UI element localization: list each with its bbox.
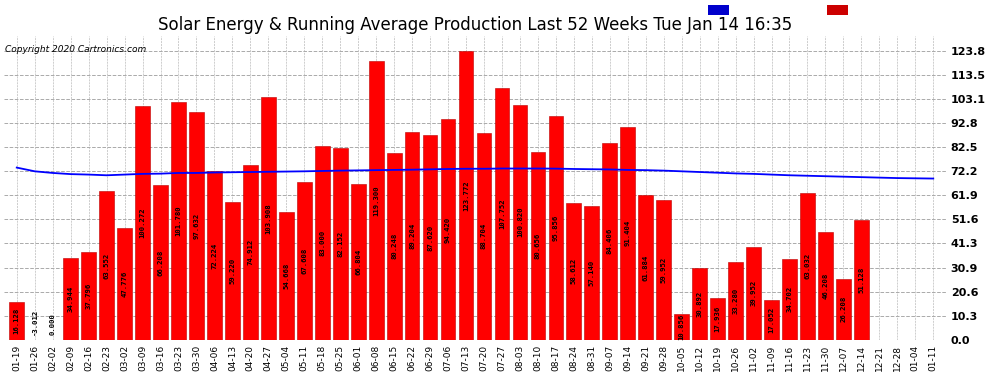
Bar (315, 146, 330, 340)
Text: 89.204: 89.204 (409, 223, 415, 249)
Text: 30.892: 30.892 (697, 291, 703, 317)
Text: 16.128: 16.128 (14, 308, 20, 334)
Bar (621, 126, 636, 340)
Text: 0.000: 0.000 (50, 313, 55, 335)
Text: 100.272: 100.272 (140, 207, 146, 238)
Bar (729, 262, 742, 340)
Text: 59.220: 59.220 (230, 258, 236, 284)
Bar (513, 105, 528, 340)
Text: 51.128: 51.128 (858, 267, 864, 293)
Text: 58.612: 58.612 (571, 258, 577, 285)
Text: 47.776: 47.776 (122, 271, 128, 297)
Text: 63.032: 63.032 (805, 253, 811, 279)
Text: 95.856: 95.856 (552, 215, 559, 241)
Bar (495, 88, 509, 340)
Text: 101.780: 101.780 (175, 206, 181, 236)
Text: 67.608: 67.608 (301, 248, 307, 274)
Text: 72.224: 72.224 (212, 242, 218, 268)
Text: 37.796: 37.796 (85, 282, 92, 309)
Text: 103.908: 103.908 (265, 203, 271, 234)
Text: 74.912: 74.912 (248, 239, 253, 266)
Text: 17.052: 17.052 (768, 307, 774, 333)
Text: 61.884: 61.884 (643, 254, 648, 280)
Text: 26.208: 26.208 (841, 296, 846, 322)
Bar (9, 302, 24, 340)
Text: 119.300: 119.300 (373, 185, 379, 216)
Bar (639, 195, 653, 340)
Text: 91.404: 91.404 (625, 220, 631, 246)
Text: 107.752: 107.752 (499, 199, 505, 230)
Bar (818, 232, 833, 340)
Text: -3.012: -3.012 (32, 309, 38, 335)
Text: 57.140: 57.140 (589, 260, 595, 286)
Bar (225, 202, 240, 340)
Text: 34.702: 34.702 (786, 286, 793, 312)
Bar (603, 143, 617, 340)
Bar (136, 106, 149, 340)
Text: 82.152: 82.152 (338, 231, 344, 257)
Bar (99, 192, 114, 340)
Text: 33.280: 33.280 (733, 288, 739, 314)
Bar (674, 314, 689, 340)
Text: 63.552: 63.552 (104, 252, 110, 279)
Bar (531, 152, 545, 340)
Bar (279, 212, 294, 340)
Bar (441, 120, 455, 340)
Text: 87.620: 87.620 (427, 224, 433, 251)
Text: 59.952: 59.952 (660, 256, 666, 283)
Bar (117, 228, 132, 340)
Text: 54.668: 54.668 (283, 263, 289, 289)
Text: 97.632: 97.632 (193, 213, 199, 239)
Bar (476, 133, 491, 340)
Text: 123.772: 123.772 (463, 180, 469, 211)
Bar (854, 220, 869, 340)
Bar (836, 279, 850, 340)
Bar (710, 298, 725, 340)
Bar (405, 132, 420, 340)
Bar (387, 153, 402, 340)
Bar (297, 182, 312, 340)
Bar (656, 200, 671, 340)
Text: 80.248: 80.248 (391, 233, 397, 259)
Bar (63, 258, 78, 340)
Text: 46.208: 46.208 (823, 273, 829, 299)
Text: 84.406: 84.406 (607, 228, 613, 254)
Bar (333, 148, 347, 340)
Text: 88.704: 88.704 (481, 223, 487, 249)
Text: Copyright 2020 Cartronics.com: Copyright 2020 Cartronics.com (5, 45, 147, 54)
Bar (207, 171, 222, 340)
Bar (566, 203, 581, 340)
Text: 94.420: 94.420 (446, 216, 451, 243)
Text: 34.944: 34.944 (67, 286, 73, 312)
Bar (782, 259, 797, 340)
Bar (243, 165, 257, 340)
Text: 83.000: 83.000 (319, 230, 326, 256)
Bar (189, 112, 204, 340)
Bar (261, 98, 275, 340)
Bar (171, 102, 186, 340)
Text: 39.952: 39.952 (750, 280, 756, 306)
Bar (692, 268, 707, 340)
Bar (764, 300, 779, 340)
Bar (369, 62, 383, 340)
Bar (746, 246, 761, 340)
Text: 66.208: 66.208 (157, 249, 163, 276)
Text: 10.856: 10.856 (679, 314, 685, 340)
Bar (584, 207, 599, 340)
Text: 100.820: 100.820 (517, 207, 523, 237)
Text: 66.804: 66.804 (355, 249, 361, 275)
Bar (350, 184, 365, 340)
Bar (423, 135, 438, 340)
Text: 17.936: 17.936 (715, 306, 721, 332)
Bar (800, 193, 815, 340)
Bar (153, 185, 168, 340)
Bar (458, 51, 473, 340)
Bar (81, 252, 96, 340)
Legend: Average  (kWh), Weekly  (kWh): Average (kWh), Weekly (kWh) (705, 2, 940, 19)
Title: Solar Energy & Running Average Production Last 52 Weeks Tue Jan 14 16:35: Solar Energy & Running Average Productio… (157, 15, 792, 33)
Bar (548, 116, 563, 340)
Text: 80.656: 80.656 (535, 232, 541, 259)
